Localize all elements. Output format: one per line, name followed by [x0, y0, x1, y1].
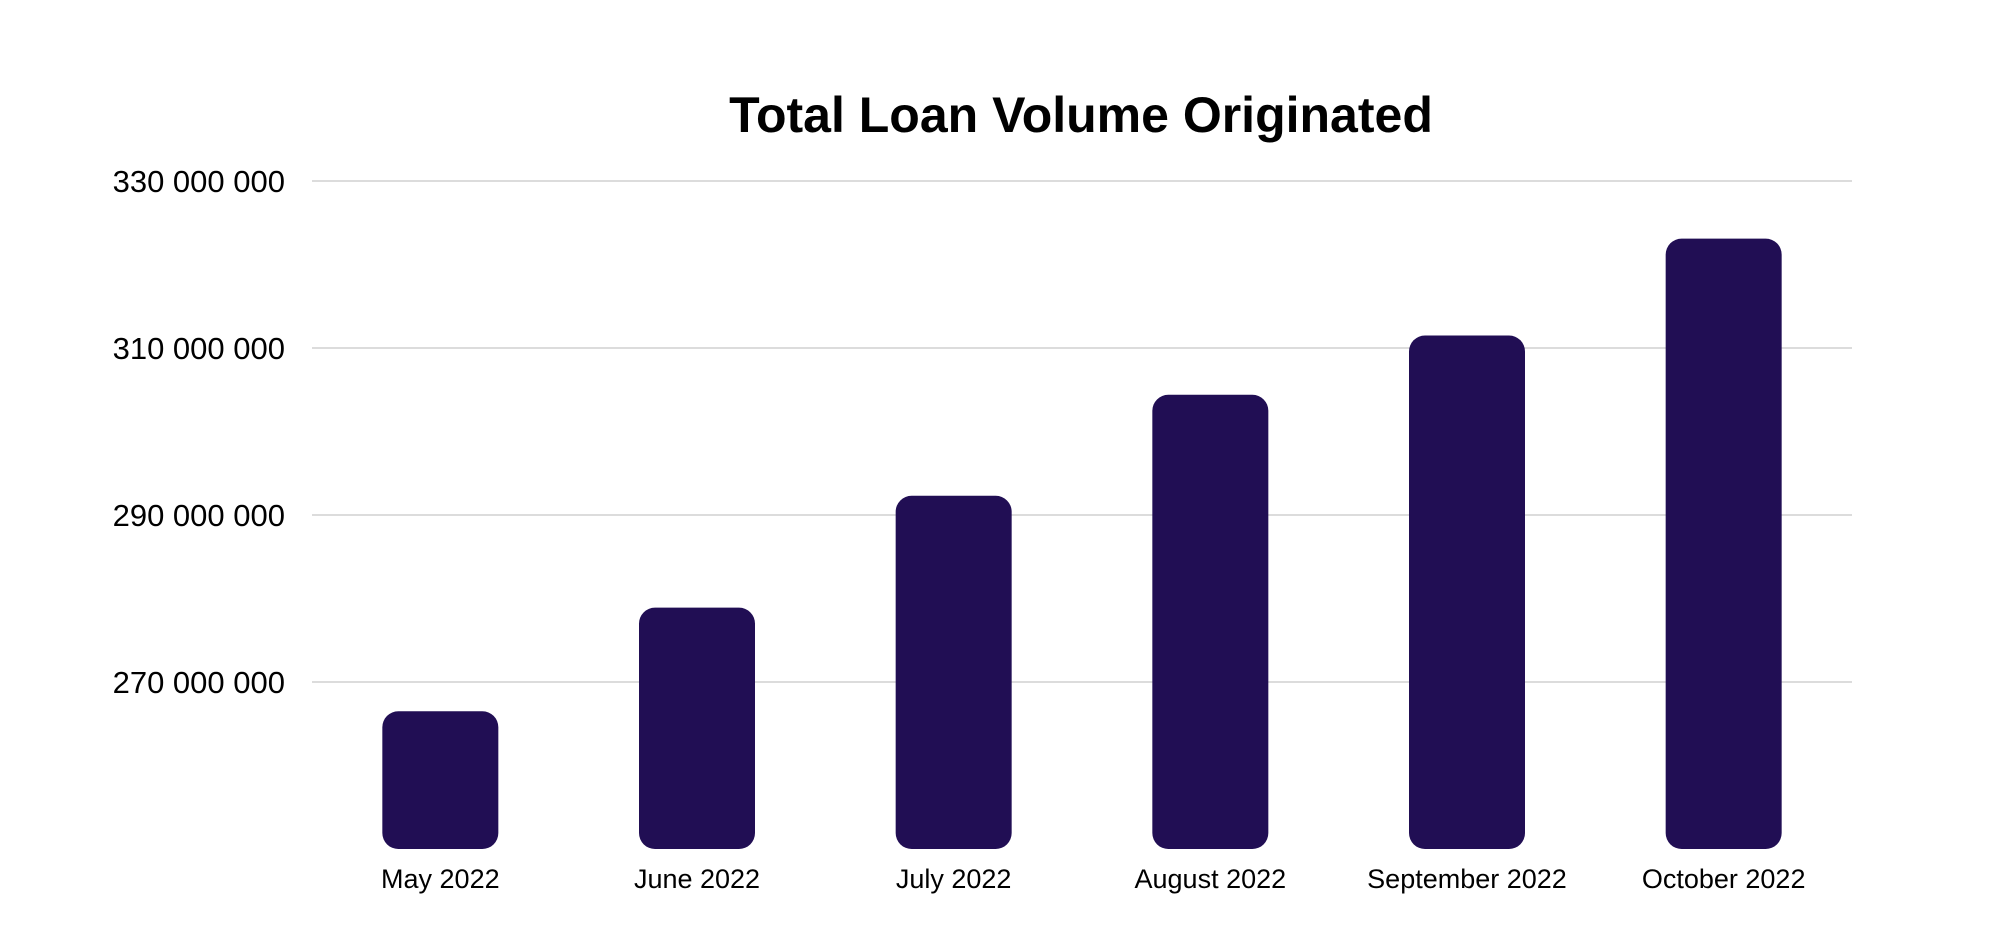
bar-june-2022 [639, 607, 755, 849]
gridlines [312, 180, 1852, 683]
x-category-label: May 2022 [381, 864, 500, 894]
bar-august-2022 [1152, 394, 1269, 849]
x-category-label: August 2022 [1135, 864, 1287, 894]
y-tick-label: 270 000 000 [113, 665, 285, 700]
bar-september-2022 [1409, 335, 1525, 850]
bar-july-2022 [895, 495, 1012, 849]
chart-title: Total Loan Volume Originated [729, 87, 1433, 143]
y-tick-label: 310 000 000 [113, 331, 285, 366]
y-tick-label: 330 000 000 [113, 164, 285, 199]
x-axis-category-labels: May 2022 June 2022 July 2022 August 2022 Sep… [381, 864, 1805, 894]
bars [382, 238, 1782, 850]
x-category-label: October 2022 [1642, 864, 1806, 894]
x-category-label: June 2022 [634, 864, 760, 894]
x-category-label: September 2022 [1367, 864, 1567, 894]
x-category-label: July 2022 [896, 864, 1012, 894]
bar-may-2022 [382, 711, 499, 849]
y-tick-label: 290 000 000 [113, 498, 285, 533]
bar-october-2022 [1665, 238, 1782, 850]
y-axis-tick-labels: 270 000 000 290 000 000 310 000 000 330 000… [113, 164, 285, 700]
